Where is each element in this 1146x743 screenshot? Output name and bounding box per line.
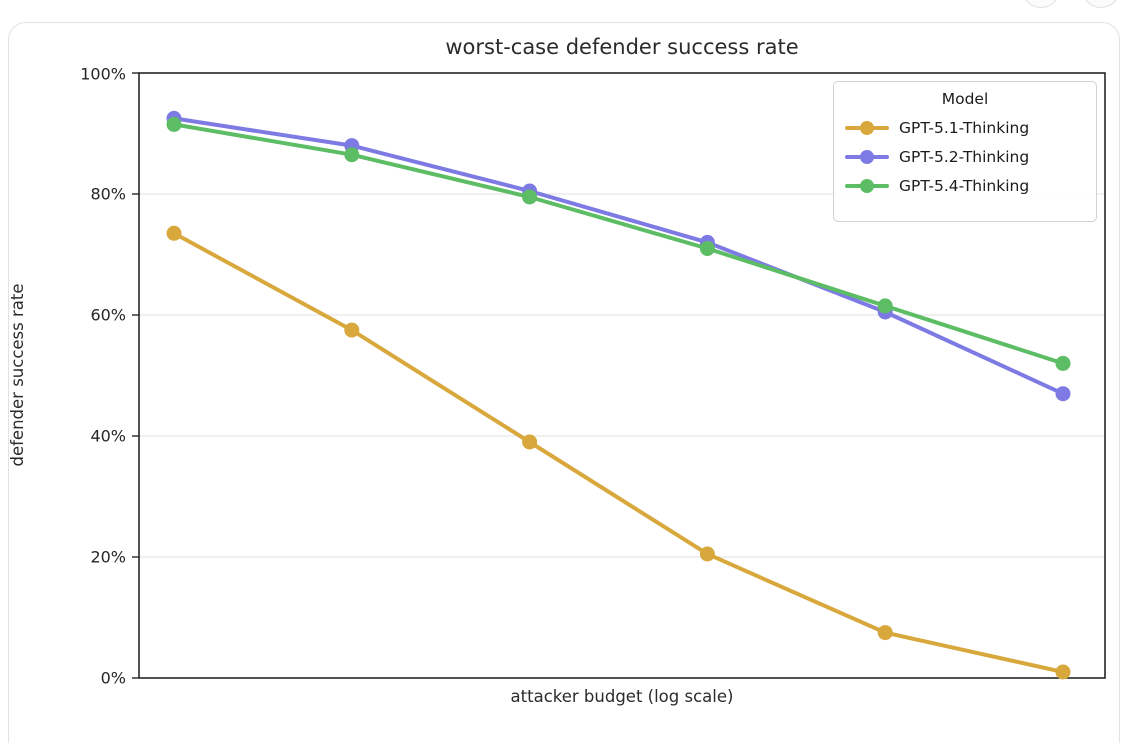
data-point-GPT-5.4-Thinking xyxy=(166,116,182,132)
data-point-GPT-5.1-Thinking xyxy=(1055,664,1071,680)
data-point-GPT-5.4-Thinking xyxy=(1055,355,1071,371)
series-line-GPT-5.4-Thinking xyxy=(172,122,1065,366)
legend: Model GPT-5.1-Thinking GPT-5.2-Thinking … xyxy=(833,81,1097,222)
x-axis-label: attacker budget (log scale) xyxy=(510,687,734,706)
legend-label: GPT-5.4-Thinking xyxy=(899,176,1030,195)
legend-marker-icon xyxy=(845,120,889,135)
chart-title: worst-case defender success rate xyxy=(445,35,799,59)
data-point-GPT-5.4-Thinking xyxy=(699,241,715,256)
plot-frame xyxy=(138,72,1106,679)
y-tick-label-100: 100% xyxy=(80,64,126,84)
y-tick-marks xyxy=(132,72,139,679)
legend-title: Model xyxy=(941,90,989,108)
y-tick-label-40: 40% xyxy=(90,426,126,446)
legend-item-gpt-5-4-thinking: GPT-5.4-Thinking xyxy=(834,171,1096,200)
y-tick-label-60: 60% xyxy=(90,305,126,325)
series-line-GPT-5.1-Thinking xyxy=(172,231,1065,674)
y-tick-label-80: 80% xyxy=(90,184,126,204)
data-point-GPT-5.4-Thinking xyxy=(877,298,893,314)
data-point-GPT-5.4-Thinking xyxy=(522,189,538,205)
data-point-GPT-5.1-Thinking xyxy=(522,434,538,450)
series-line-GPT-5.2-Thinking xyxy=(172,116,1065,396)
legend-marker-icon xyxy=(845,149,889,164)
legend-label: GPT-5.1-Thinking xyxy=(899,118,1030,137)
data-point-GPT-5.1-Thinking xyxy=(877,625,893,641)
legend-item-gpt-5-1-thinking: GPT-5.1-Thinking xyxy=(834,113,1096,142)
series-lines xyxy=(166,110,1071,680)
data-point-GPT-5.4-Thinking xyxy=(344,147,360,163)
data-point-GPT-5.1-Thinking xyxy=(699,546,715,562)
legend-label: GPT-5.2-Thinking xyxy=(899,147,1030,166)
y-tick-label-20: 20% xyxy=(90,547,126,567)
data-point-GPT-5.1-Thinking xyxy=(344,322,360,338)
y-tick-label-0: 0% xyxy=(100,668,126,688)
legend-marker-icon xyxy=(845,178,889,193)
data-point-GPT-5.2-Thinking xyxy=(1055,386,1071,402)
legend-item-gpt-5-2-thinking: GPT-5.2-Thinking xyxy=(834,142,1096,171)
y-tick-labels: 0% 20% 40% 60% 80% 100% xyxy=(0,0,126,743)
axes-spines xyxy=(138,72,1106,679)
data-point-GPT-5.1-Thinking xyxy=(166,225,182,241)
